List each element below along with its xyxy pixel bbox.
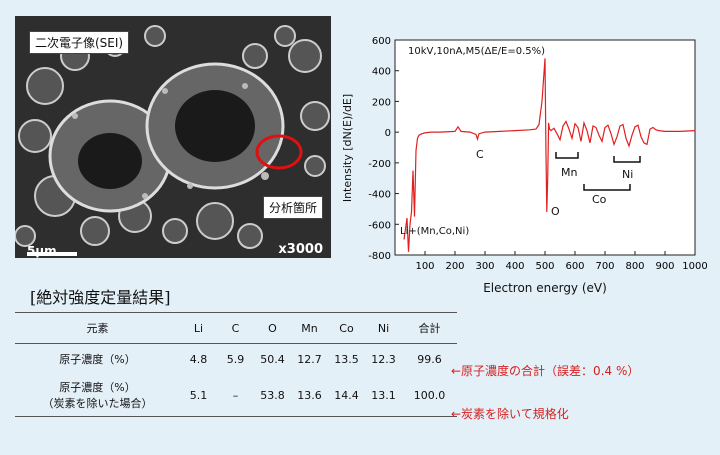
header-mn: Mn xyxy=(291,312,328,344)
row2-note: ←炭素を除いて規格化 xyxy=(451,407,569,421)
cell-ni: 12.3 xyxy=(371,352,396,366)
row-label: 原子濃度（%） xyxy=(59,353,136,366)
peak-label-mn: Mn xyxy=(561,166,577,179)
magnification-label: x3000 xyxy=(278,242,323,257)
cell-total: 99.6 xyxy=(417,352,442,366)
x-tick-label: 700 xyxy=(595,261,614,272)
table-row: 原子濃度（%） 4.8 5.9 50.4 12.7 13.5 12.3 99.6 xyxy=(15,344,457,375)
x-tick-label: 400 xyxy=(505,261,524,272)
scale-bar xyxy=(27,252,77,256)
cell-c: 5.9 xyxy=(226,352,245,366)
analysis-spot-label: 分析箇所 xyxy=(263,196,324,219)
header-co: Co xyxy=(328,312,365,344)
cell-c: – xyxy=(217,374,254,417)
ni-bracket xyxy=(613,156,641,163)
y-tick-label: 200 xyxy=(372,97,391,108)
results-title: [絶対強度定量結果] xyxy=(30,288,171,307)
row-label-line2: （炭素を除いた場合） xyxy=(42,397,153,410)
x-tick-label: 1000 xyxy=(682,261,707,272)
header-li: Li xyxy=(180,312,217,344)
header-ni: Ni xyxy=(365,312,402,344)
y-tick-label: 400 xyxy=(372,67,391,78)
row-label: 原子濃度（%） （炭素を除いた場合） xyxy=(15,374,180,417)
cell-o: 50.4 xyxy=(260,352,285,366)
sem-micrograph xyxy=(15,16,331,258)
y-tick-label: -400 xyxy=(368,190,391,201)
spectrum-svg: 100 200 300 400 500 600 700 800 900 1000 600 400 200… xyxy=(341,36,708,295)
x-tick-label: 500 xyxy=(535,261,554,272)
cell-co: 13.5 xyxy=(334,352,359,366)
table-header-row: 元素 Li C O Mn Co Ni 合計 xyxy=(15,312,457,344)
x-tick-label: 200 xyxy=(445,261,464,272)
cell-mn: 12.7 xyxy=(297,352,322,366)
header-c: C xyxy=(217,312,254,344)
aes-spectrum-chart: 100 200 300 400 500 600 700 800 900 1000 600 400 200… xyxy=(338,30,710,302)
x-tick-label: 600 xyxy=(565,261,584,272)
sem-title-label: 二次電子像(SEI) xyxy=(29,31,130,54)
results-table: 元素 Li C O Mn Co Ni 合計 原子濃度（%） 4.8 5.9 50… xyxy=(15,312,457,417)
peak-label-li: Li+(Mn,Co,Ni) xyxy=(400,226,469,237)
y-tick-label: 0 xyxy=(385,128,391,139)
y-axis-label: Intensity [dN(E)/dE] xyxy=(341,94,354,202)
cell-li: 4.8 xyxy=(189,352,208,366)
cell-total: 100.0 xyxy=(402,374,457,417)
analysis-spot-marker xyxy=(255,134,303,170)
x-axis-label: Electron energy (eV) xyxy=(483,281,607,295)
peak-label-o: O xyxy=(551,205,560,218)
co-bracket xyxy=(583,184,631,191)
y-tick-label: -600 xyxy=(368,220,391,231)
cell-co: 14.4 xyxy=(328,374,365,417)
peak-label-ni: Ni xyxy=(622,168,633,181)
header-element: 元素 xyxy=(15,312,180,344)
header-o: O xyxy=(254,312,291,344)
spectrum-line xyxy=(403,58,696,252)
x-tick-label: 900 xyxy=(655,261,674,272)
header-total: 合計 xyxy=(402,312,457,344)
row-label-line1: 原子濃度（%） xyxy=(59,381,136,394)
cell-ni: 13.1 xyxy=(365,374,402,417)
table-row: 原子濃度（%） （炭素を除いた場合） 5.1 – 53.8 13.6 14.4 … xyxy=(15,374,457,417)
y-tick-label: -800 xyxy=(368,251,391,262)
x-tick-label: 300 xyxy=(475,261,494,272)
peak-label-c: C xyxy=(476,148,484,161)
y-tick-label: -200 xyxy=(368,159,391,170)
cell-o: 53.8 xyxy=(254,374,291,417)
cell-mn: 13.6 xyxy=(291,374,328,417)
scale-label: 5μm xyxy=(27,244,57,258)
cell-li: 5.1 xyxy=(180,374,217,417)
x-tick-label: 800 xyxy=(625,261,644,272)
mn-bracket xyxy=(555,152,579,159)
x-tick-label: 100 xyxy=(415,261,434,272)
peak-label-co: Co xyxy=(592,193,607,206)
row1-note: ←原子濃度の合計（誤差：0.4 %） xyxy=(451,364,640,378)
y-tick-label: 600 xyxy=(372,36,391,47)
spectrum-annotation: 10kV,10nA,M5(ΔE/E=0.5%) xyxy=(408,46,545,57)
sem-image-panel: 二次電子像(SEI) 分析箇所 5μm x3000 xyxy=(15,16,331,258)
